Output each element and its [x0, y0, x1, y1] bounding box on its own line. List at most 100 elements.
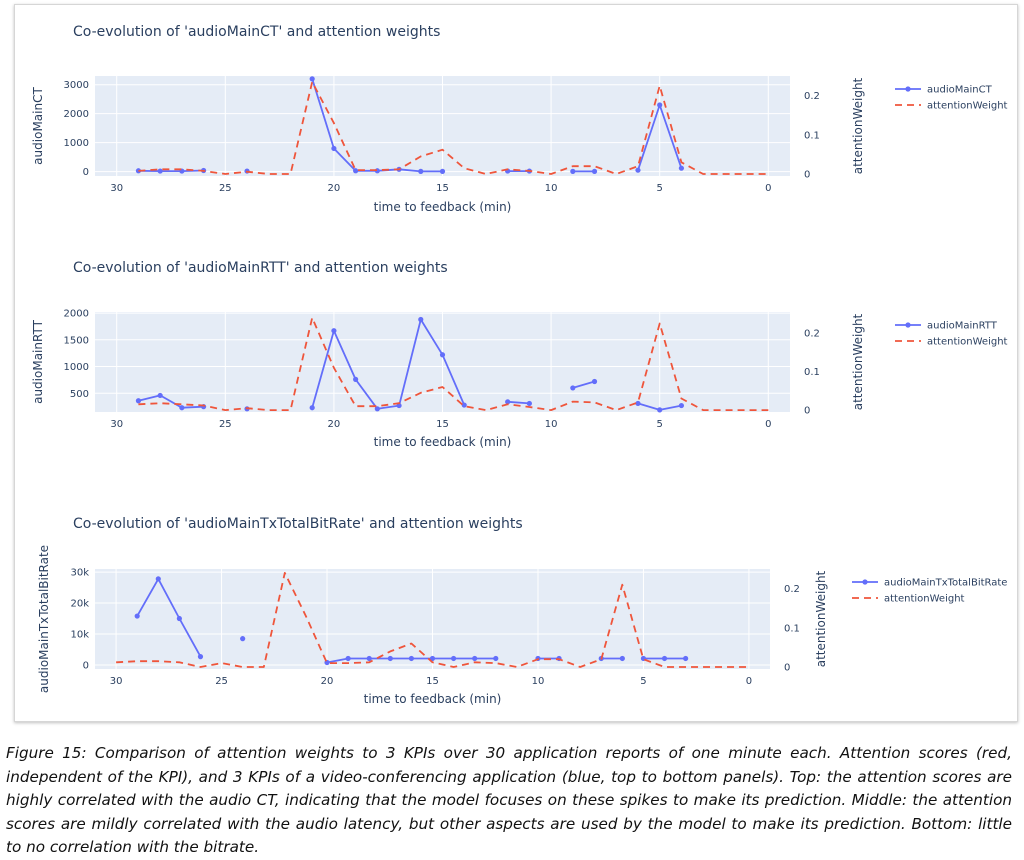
- chart-title: Co-evolution of 'audioMainCT' and attent…: [73, 24, 440, 40]
- kpi-point: [155, 576, 161, 582]
- kpi-point: [429, 655, 436, 662]
- attention-line: [138, 316, 769, 411]
- kpi-point: [197, 654, 204, 660]
- y-axis-title: audioMainRTT: [31, 319, 45, 403]
- kpi-point: [678, 165, 685, 171]
- x-tick-label: 10: [545, 419, 558, 430]
- y-tick-label: 30k: [70, 568, 89, 579]
- y2-axis-title: attentionWeight: [851, 77, 865, 174]
- chart-svg: Co-evolution of 'audioMainCT' and attent…: [31, 24, 1008, 706]
- y-tick-label: 1000: [64, 138, 89, 149]
- attention-line: [116, 572, 749, 668]
- kpi-point: [678, 402, 685, 409]
- x-tick-label: 25: [219, 183, 232, 194]
- kpi-point: [176, 615, 182, 622]
- y-tick-label: 3000: [64, 80, 89, 91]
- kpi-point: [366, 655, 372, 662]
- legend-label: attentionWeight: [927, 101, 1008, 112]
- x-tick-label: 15: [426, 676, 439, 687]
- kpi-point: [570, 385, 576, 391]
- x-tick-label: 10: [532, 676, 545, 687]
- y-axis-title: audioMainCT: [31, 87, 45, 165]
- kpi-point: [472, 655, 478, 662]
- y-tick-label: 500: [70, 389, 89, 400]
- kpi-point: [240, 636, 246, 642]
- y-axis-title: audioMainTxTotalBitRate: [37, 545, 51, 693]
- x-axis-title: time to feedback (min): [364, 692, 502, 706]
- kpi-point: [493, 655, 499, 662]
- chart-panel-2: Co-evolution of 'audioMainRTT' and atten…: [31, 260, 1008, 449]
- chart-title: Co-evolution of 'audioMainTxTotalBitRate…: [73, 516, 523, 532]
- y2-tick-label: 0.1: [804, 130, 820, 141]
- kpi-point: [331, 328, 337, 334]
- kpi-point: [635, 167, 641, 173]
- legend-label: audioMainRTT: [927, 321, 998, 332]
- kpi-point: [439, 168, 446, 174]
- chart-panel-3: Co-evolution of 'audioMainTxTotalBitRate…: [37, 516, 1007, 706]
- kpi-point: [374, 406, 380, 412]
- x-tick-label: 25: [215, 676, 228, 687]
- kpi-point: [570, 168, 576, 174]
- kpi-point: [591, 378, 598, 385]
- kpi-point: [450, 655, 457, 662]
- kpi-point: [309, 76, 315, 82]
- kpi-point: [387, 655, 393, 662]
- x-tick-label: 20: [321, 676, 334, 687]
- legend-marker: [862, 579, 868, 585]
- kpi-point: [591, 168, 598, 174]
- kpi-point: [635, 400, 641, 407]
- x-tick-label: 30: [110, 183, 123, 194]
- x-tick-label: 0: [765, 183, 771, 194]
- y2-tick-label: 0.1: [804, 367, 820, 378]
- y2-tick-label: 0: [784, 663, 790, 674]
- chart-panel-1: Co-evolution of 'audioMainCT' and attent…: [31, 24, 1008, 214]
- y2-tick-label: 0.1: [784, 623, 800, 634]
- kpi-point: [418, 168, 424, 174]
- y-tick-label: 20k: [70, 599, 89, 610]
- kpi-point: [408, 655, 415, 662]
- kpi-point: [353, 376, 359, 382]
- x-tick-label: 20: [328, 419, 341, 430]
- y2-tick-label: 0.2: [804, 329, 820, 340]
- y-tick-label: 0: [83, 660, 89, 671]
- y2-axis-title: attentionWeight: [814, 570, 828, 667]
- x-axis-title: time to feedback (min): [374, 200, 512, 214]
- kpi-point: [418, 316, 424, 323]
- kpi-point: [134, 613, 140, 619]
- x-tick-label: 30: [110, 419, 123, 430]
- kpi-point: [353, 168, 359, 174]
- kpi-point: [439, 352, 446, 358]
- kpi-point: [157, 168, 163, 174]
- figure-caption: Figure 15: Comparison of attention weigh…: [6, 744, 1012, 856]
- y2-tick-label: 0: [804, 170, 810, 181]
- chart-title: Co-evolution of 'audioMainRTT' and atten…: [73, 260, 448, 276]
- y2-tick-label: 0: [804, 406, 810, 417]
- x-tick-label: 0: [765, 419, 771, 430]
- x-tick-label: 10: [545, 183, 558, 194]
- x-tick-label: 20: [328, 183, 341, 194]
- y-tick-label: 1500: [64, 335, 89, 346]
- legend-marker: [905, 86, 911, 92]
- kpi-point: [179, 405, 185, 411]
- legend-marker: [905, 322, 911, 328]
- y-tick-label: 2000: [64, 309, 89, 320]
- kpi-point: [157, 392, 163, 399]
- legend-label: audioMainTxTotalBitRate: [884, 578, 1007, 589]
- kpi-point: [619, 655, 625, 662]
- y2-axis-title: attentionWeight: [851, 313, 865, 410]
- y-tick-label: 2000: [64, 109, 89, 120]
- x-tick-label: 15: [436, 419, 449, 430]
- x-tick-label: 0: [746, 676, 752, 687]
- x-tick-label: 15: [436, 183, 449, 194]
- legend-label: audioMainCT: [927, 85, 993, 96]
- kpi-line: [138, 318, 682, 411]
- kpi-point: [505, 399, 511, 405]
- y2-tick-label: 0.2: [804, 91, 820, 102]
- y-tick-label: 1000: [64, 362, 89, 373]
- kpi-point: [345, 655, 351, 662]
- x-tick-label: 5: [657, 419, 663, 430]
- legend-label: attentionWeight: [884, 594, 965, 605]
- kpi-point: [331, 145, 337, 152]
- x-tick-label: 25: [219, 419, 232, 430]
- kpi-point: [461, 402, 467, 408]
